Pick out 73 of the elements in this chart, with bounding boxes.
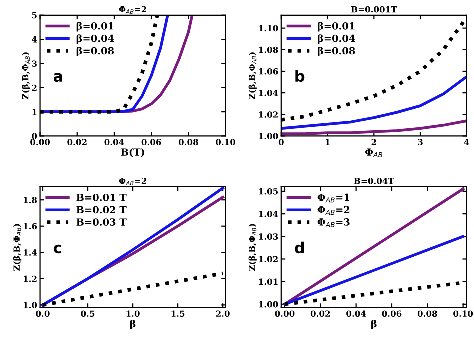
y-tick-label: 1.02 — [259, 256, 278, 263]
x-tick-label: 0.04 — [346, 310, 366, 318]
chart-title: Φ$_{AB}$=2 — [119, 178, 146, 186]
y-tick-label: 1.01 — [259, 278, 278, 286]
y-tick-label: 1.8 — [24, 197, 38, 204]
x-tick-label: 0.08 — [178, 139, 198, 146]
x-tick-label: 0.10 — [216, 139, 236, 146]
chart-title: B=0.04T — [354, 178, 394, 184]
x-tick-label: 0.06 — [142, 139, 162, 146]
x-tick-label: 0.00 — [275, 310, 295, 318]
y-axis-title: Z(β,B,Φ$_{AB}$) — [248, 52, 257, 100]
y-tick-label: 1.00 — [259, 133, 278, 140]
x-tick-label: 0.04 — [104, 139, 124, 146]
y-tick-label: 4 — [32, 36, 38, 43]
y-tick-label: 5 — [32, 12, 37, 19]
y-tick-label: 1.2 — [24, 276, 37, 282]
x-tick-label: 0.5 — [81, 310, 95, 318]
y-tick-label: 1.0 — [24, 302, 38, 308]
y-tick-label: 1 — [32, 109, 37, 116]
y-tick-label: 1.6 — [24, 223, 38, 230]
legend-label: B=0.02 T — [76, 206, 127, 214]
x-tick-label: 0.02 — [310, 310, 330, 318]
x-tick-label: 0 — [278, 139, 284, 146]
y-tick-label: 1.10 — [259, 25, 278, 32]
annotation: c — [54, 244, 62, 254]
x-tick-label: 4 — [464, 139, 470, 146]
y-tick-label: 1.06 — [259, 68, 278, 75]
x-tick-label: 2 — [372, 139, 376, 146]
y-axis-title: Z(β,B,Φ$_{AB}$) — [22, 52, 30, 100]
legend-label: Φ$_{AB}$=2 — [318, 206, 350, 216]
y-tick-label: 1.03 — [259, 234, 278, 240]
chart-title: Φ$_{AB}$=2 — [119, 6, 146, 14]
annotation: a — [54, 73, 62, 82]
legend-label: B=0.03 T — [76, 218, 127, 226]
legend-label: β=0.08 — [318, 47, 356, 57]
annotation: d — [295, 242, 304, 254]
annotation: b — [296, 70, 305, 82]
legend-label: β=0.01 — [76, 22, 114, 32]
x-axis-title: B(T) — [121, 148, 144, 158]
chart-title: B=0.001T — [351, 6, 398, 13]
y-tick-label: 1.02 — [259, 112, 278, 118]
y-tick-label: 1.04 — [259, 211, 278, 218]
x-tick-label: 1.0 — [126, 310, 140, 318]
y-tick-label: 1.04 — [259, 90, 278, 96]
x-tick-label: 0.00 — [30, 139, 50, 146]
x-tick-label: 3 — [418, 139, 423, 146]
x-tick-label: 1 — [326, 139, 330, 146]
legend-label: β=0.08 — [76, 47, 114, 57]
y-axis-title: Z(β,B,Φ$_{AB}$) — [13, 224, 22, 272]
x-axis-title: β — [372, 320, 377, 330]
y-tick-label: 3 — [32, 60, 37, 68]
x-tick-label: 0.0 — [36, 310, 50, 318]
x-axis-title: β — [130, 320, 136, 330]
legend-label: β=0.01 — [318, 22, 355, 32]
legend-label: B=0.01 T — [76, 194, 127, 202]
x-tick-label: 0.08 — [418, 310, 438, 318]
y-tick-label: 1.4 — [24, 250, 38, 256]
x-tick-label: 1.5 — [172, 310, 185, 318]
y-tick-label: 2 — [32, 84, 37, 92]
x-tick-label: 0.06 — [382, 310, 402, 318]
legend-label: β=0.04 — [76, 34, 114, 44]
x-tick-label: 0.02 — [68, 139, 87, 146]
y-tick-label: 1.08 — [259, 46, 278, 54]
x-tick-label: 0.10 — [454, 310, 474, 318]
x-axis-title: Φ$_{AB}$ — [365, 148, 383, 158]
y-tick-label: 1.00 — [259, 301, 278, 308]
legend-label: Φ$_{AB}$=1 — [318, 194, 350, 203]
y-axis-title: Z(β,B,Φ$_{AB}$) — [248, 224, 257, 272]
legend-label: Φ$_{AB}$=3 — [318, 218, 350, 228]
y-tick-label: 1.05 — [259, 188, 278, 195]
legend-label: β=0.04 — [318, 34, 356, 44]
x-tick-label: 2.0 — [216, 310, 230, 318]
y-tick-label: 0 — [32, 133, 38, 140]
